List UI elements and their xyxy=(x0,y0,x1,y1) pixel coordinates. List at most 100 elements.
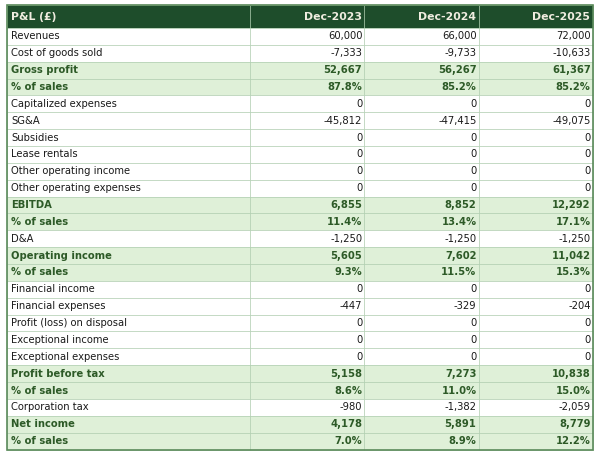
Bar xyxy=(250,45,364,62)
Text: 0: 0 xyxy=(584,132,590,142)
Text: 13.4%: 13.4% xyxy=(442,217,476,227)
Text: % of sales: % of sales xyxy=(11,217,68,227)
Text: Gross profit: Gross profit xyxy=(11,65,79,75)
Bar xyxy=(364,247,479,264)
Text: Operating income: Operating income xyxy=(11,251,112,261)
Bar xyxy=(250,230,364,247)
Text: Financial expenses: Financial expenses xyxy=(11,301,106,311)
Bar xyxy=(250,112,364,129)
Bar xyxy=(7,314,250,332)
Text: 0: 0 xyxy=(356,284,362,294)
Bar xyxy=(364,399,479,416)
Text: -2,059: -2,059 xyxy=(559,402,590,412)
Text: -204: -204 xyxy=(568,301,590,311)
Bar xyxy=(479,79,593,96)
Bar xyxy=(250,433,364,450)
Text: 6,855: 6,855 xyxy=(331,200,362,210)
Bar xyxy=(364,129,479,146)
Text: 0: 0 xyxy=(356,132,362,142)
Bar xyxy=(364,45,479,62)
Bar xyxy=(7,281,250,298)
Text: Cost of goods sold: Cost of goods sold xyxy=(11,48,103,58)
Text: 87.8%: 87.8% xyxy=(328,82,362,92)
Bar xyxy=(479,349,593,365)
Text: 8.6%: 8.6% xyxy=(334,385,362,395)
Text: 0: 0 xyxy=(470,132,476,142)
Text: 0: 0 xyxy=(356,352,362,362)
Bar xyxy=(7,129,250,146)
Bar xyxy=(7,45,250,62)
Bar xyxy=(7,399,250,416)
Text: -1,250: -1,250 xyxy=(559,234,590,244)
Text: 11.4%: 11.4% xyxy=(327,217,362,227)
Bar xyxy=(364,28,479,45)
Text: -10,633: -10,633 xyxy=(553,48,590,58)
Text: 60,000: 60,000 xyxy=(328,31,362,41)
Text: 72,000: 72,000 xyxy=(556,31,590,41)
Text: Corporation tax: Corporation tax xyxy=(11,402,89,412)
Text: Dec-2024: Dec-2024 xyxy=(418,12,476,22)
Bar xyxy=(250,79,364,96)
Bar xyxy=(479,62,593,79)
Text: -1,250: -1,250 xyxy=(445,234,476,244)
Text: 0: 0 xyxy=(356,318,362,328)
Bar xyxy=(479,45,593,62)
Bar xyxy=(250,28,364,45)
Bar xyxy=(479,298,593,314)
Text: 0: 0 xyxy=(356,335,362,345)
Text: 0: 0 xyxy=(470,99,476,109)
Text: 0: 0 xyxy=(470,284,476,294)
Text: Capitalized expenses: Capitalized expenses xyxy=(11,99,117,109)
Bar xyxy=(364,281,479,298)
Bar xyxy=(7,416,250,433)
Bar xyxy=(7,230,250,247)
Bar xyxy=(364,96,479,112)
Text: -49,075: -49,075 xyxy=(552,116,590,126)
Text: 9.3%: 9.3% xyxy=(335,268,362,278)
Bar xyxy=(250,146,364,163)
Text: -1,250: -1,250 xyxy=(330,234,362,244)
Bar xyxy=(364,433,479,450)
Text: Exceptional expenses: Exceptional expenses xyxy=(11,352,120,362)
Bar xyxy=(250,213,364,230)
Text: -7,333: -7,333 xyxy=(331,48,362,58)
Bar xyxy=(250,264,364,281)
Bar xyxy=(364,230,479,247)
Text: 10,838: 10,838 xyxy=(552,369,590,379)
Text: 12,292: 12,292 xyxy=(552,200,590,210)
Bar xyxy=(364,62,479,79)
Text: 0: 0 xyxy=(470,318,476,328)
Text: 7,273: 7,273 xyxy=(445,369,476,379)
Text: 5,605: 5,605 xyxy=(331,251,362,261)
Text: 0: 0 xyxy=(356,166,362,176)
Text: D&A: D&A xyxy=(11,234,34,244)
Text: Exceptional income: Exceptional income xyxy=(11,335,109,345)
Text: 11.0%: 11.0% xyxy=(442,385,476,395)
Text: 0: 0 xyxy=(584,183,590,193)
Text: -329: -329 xyxy=(454,301,476,311)
Text: -447: -447 xyxy=(340,301,362,311)
Text: Other operating expenses: Other operating expenses xyxy=(11,183,141,193)
Text: % of sales: % of sales xyxy=(11,385,68,395)
Bar xyxy=(479,230,593,247)
Bar xyxy=(7,163,250,180)
Bar xyxy=(7,349,250,365)
Bar xyxy=(7,146,250,163)
Text: 7,602: 7,602 xyxy=(445,251,476,261)
Bar xyxy=(250,399,364,416)
Text: 8,852: 8,852 xyxy=(445,200,476,210)
Bar xyxy=(250,349,364,365)
Bar xyxy=(364,112,479,129)
Bar xyxy=(250,314,364,332)
Bar xyxy=(479,247,593,264)
Bar xyxy=(250,96,364,112)
Text: Subsidies: Subsidies xyxy=(11,132,59,142)
Bar xyxy=(479,416,593,433)
Bar xyxy=(479,28,593,45)
Bar xyxy=(250,180,364,197)
Bar xyxy=(479,365,593,382)
Bar xyxy=(364,197,479,213)
Text: % of sales: % of sales xyxy=(11,82,68,92)
Bar xyxy=(479,180,593,197)
Text: Other operating income: Other operating income xyxy=(11,166,131,176)
